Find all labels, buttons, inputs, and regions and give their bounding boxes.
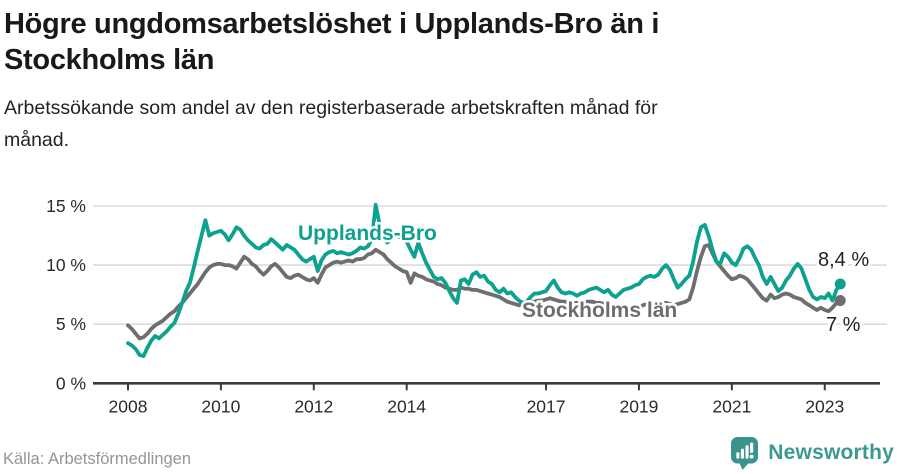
chart-subtitle: Arbetssökande som andel av den registerb… [4,92,659,156]
x-tick-label: 2021 [712,396,751,416]
series-end-dot [834,295,846,307]
series-line [126,202,843,359]
x-tick-label: 2019 [619,396,658,416]
y-tick-label: 10 % [46,255,86,275]
newsworthy-badge-icon [731,437,759,470]
x-tick-label: 2010 [201,396,240,416]
x-tick-label: 2023 [805,396,844,416]
y-tick-label: 15 % [46,196,86,216]
newsworthy-logo: Newsworthy [730,436,894,470]
y-tick-label: 5 % [56,314,86,334]
subtitle-line-2: månad. [4,129,70,151]
series-label: Upplands-Bro [298,222,437,245]
x-tick-label: 2008 [109,396,148,416]
page-title: Högre ungdomsarbetslöshet i Upplands-Bro… [4,6,659,78]
series-end-dot [834,278,846,290]
x-tick-label: 2012 [294,396,333,416]
series-line [126,243,843,341]
source-caption: Källa: Arbetsförmedlingen [3,450,192,468]
subtitle-line-1: Arbetssökande som andel av den registerb… [4,97,658,119]
series-label: Stockholms län [522,299,677,322]
y-tick-label: 0 % [56,373,86,393]
title-line-2: Stockholms län [4,44,215,76]
chart-header: Högre ungdomsarbetslöshet i Upplands-Bro… [4,6,659,156]
series-end-value-label: 7 % [826,314,861,336]
x-tick-label: 2014 [387,396,426,416]
x-tick-label: 2017 [527,396,566,416]
newsworthy-wordmark: Newsworthy [768,441,894,464]
series-end-value-label: 8,4 % [818,249,869,271]
title-line-1: Högre ungdomsarbetslöshet i Upplands-Bro… [4,8,660,40]
